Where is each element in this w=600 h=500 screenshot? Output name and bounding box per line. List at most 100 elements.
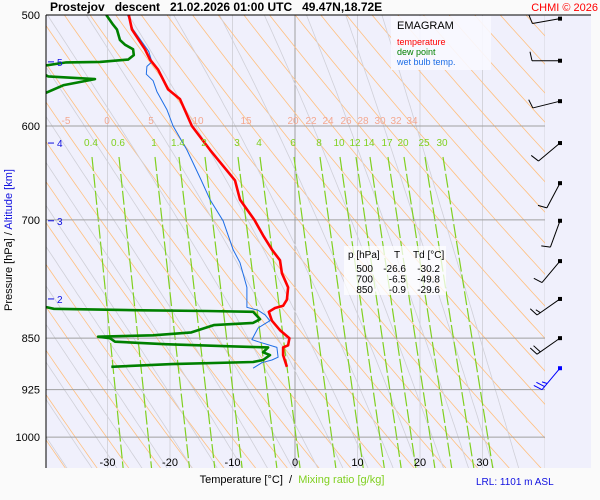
adiabat-label: 22 xyxy=(305,116,317,127)
moist-adiabat-line xyxy=(46,245,193,468)
dry-adiabat-line xyxy=(371,15,545,213)
plot-background xyxy=(46,15,591,468)
dry-adiabat-line xyxy=(320,15,545,275)
mixing-ratio-line xyxy=(154,156,191,468)
adiabat-label: 32 xyxy=(390,116,402,127)
dry-adiabat-line xyxy=(46,181,257,468)
wind-barb-staff xyxy=(536,337,561,355)
y-label-sep: / xyxy=(3,231,15,235)
mixing-ratio-line xyxy=(259,156,301,468)
legend-title: EMAGRAM xyxy=(397,20,454,32)
mixing-ratio-label: 17 xyxy=(381,138,393,149)
wind-barb-feather xyxy=(533,345,541,353)
summary-table: p [hPa] T Td [°C] 500 -26.6 -30.2 700 -6.5 -4… xyxy=(344,246,446,296)
mixing-ratio-label: 30 xyxy=(436,138,448,149)
wind-barbs xyxy=(528,14,562,391)
mixing-ratio-label: 4 xyxy=(256,138,262,149)
dry-adiabat-line xyxy=(46,24,383,468)
temperature-tick-label: 30 xyxy=(476,457,488,469)
mixing-ratio-line xyxy=(442,156,494,468)
temperature-tick-label: 20 xyxy=(414,457,426,469)
mixing-ratio-label: 0.4 xyxy=(84,138,98,149)
wind-barb-feather xyxy=(530,155,539,162)
dry-adiabat-line xyxy=(115,15,479,468)
dry-adiabat-line xyxy=(294,15,545,307)
mixing-ratio-label: 14 xyxy=(363,138,375,149)
temperature-tick-label: -10 xyxy=(225,457,241,469)
moist-adiabat-line xyxy=(47,15,319,468)
wind-barb xyxy=(528,14,562,24)
x-label-mixing: Mixing ratio [g/kg] xyxy=(298,474,384,486)
wind-barb xyxy=(529,296,562,316)
profiles xyxy=(46,15,291,369)
moist-adiabat-line xyxy=(46,115,268,468)
table-cell: -0.9 xyxy=(389,285,407,296)
mixing-ratio-line xyxy=(319,156,364,468)
wind-barb-staff xyxy=(532,100,561,109)
wind-barb-feather xyxy=(533,277,543,284)
mixing-ratio-label: 0.6 xyxy=(111,138,125,149)
moist-adiabat-line xyxy=(46,66,293,468)
altitude-tick-labels: 5 4 3 2 xyxy=(48,58,63,306)
wind-barb-feather xyxy=(529,308,538,316)
dry-adiabat-line xyxy=(89,15,447,468)
mixing-ratio-line xyxy=(118,156,153,468)
moist-adiabat-line xyxy=(128,15,369,468)
copyright: CHMI © 2026 xyxy=(531,2,598,14)
wet-bulb-line xyxy=(127,15,279,369)
dry-adiabat-line xyxy=(346,15,545,244)
y-label-altitude: Altitude [km] xyxy=(3,169,15,230)
mixing-ratio-line xyxy=(178,156,216,468)
chart-title: Prostejov descent 21.02.2026 01:00 UTC 4… xyxy=(50,0,382,14)
wind-barb xyxy=(529,51,562,63)
temperature-tick-label: -20 xyxy=(162,457,178,469)
wind-barb-station xyxy=(558,336,562,341)
dry-adiabat-line xyxy=(46,306,161,468)
mixing-ratio-label: 25 xyxy=(418,138,430,149)
wind-barb xyxy=(537,181,562,209)
table-header-t: T xyxy=(394,250,400,261)
pressure-tick-label: 850 xyxy=(22,333,40,345)
mixing-ratio-label: 12 xyxy=(349,138,361,149)
dry-adiabat-line xyxy=(243,15,545,372)
pressure-tick-label: 1000 xyxy=(16,432,40,444)
wind-barb-station xyxy=(558,99,562,104)
mixing-ratio-line xyxy=(293,156,337,468)
mixing-ratio-label: 20 xyxy=(397,138,409,149)
mixing-ratio-label: 6 xyxy=(290,138,296,149)
wind-barb-feather xyxy=(528,14,533,24)
wind-barb-staff xyxy=(541,260,561,283)
legend-dew-point: dew point xyxy=(397,47,436,57)
adiabat-label: 26 xyxy=(340,116,352,127)
adiabat-label: -5 xyxy=(62,116,71,127)
wind-barb-station xyxy=(558,218,562,223)
wind-barb xyxy=(530,141,562,162)
adiabat-label: 34 xyxy=(406,116,418,127)
temperature-tick-label: 10 xyxy=(351,457,363,469)
wind-barb xyxy=(528,99,562,109)
dry-adiabat-line xyxy=(422,15,545,153)
legend-wet-bulb: wet bulb temp. xyxy=(396,57,456,67)
mixing-ratio-line xyxy=(424,156,475,468)
wind-barb-feather xyxy=(537,204,547,209)
temperature-tick-labels: -30 -20 -10 0 10 20 30 xyxy=(100,457,489,469)
altitude-tick-label: 4 xyxy=(57,139,63,150)
table-cell: -6.5 xyxy=(389,275,407,286)
altitude-tick-label: 3 xyxy=(57,217,63,228)
wind-barb-feather xyxy=(536,381,545,388)
altitude-tick-label: 5 xyxy=(57,58,63,69)
wind-barb-feather xyxy=(529,347,538,355)
dry-adiabat-line xyxy=(46,349,130,468)
adiabat-label: 10 xyxy=(192,116,204,127)
mixing-ratio-line xyxy=(237,156,278,468)
dry-adiabat-line xyxy=(46,62,352,468)
wind-barb xyxy=(529,336,562,355)
table-cell: -49.8 xyxy=(417,275,440,286)
pressure-gridlines xyxy=(46,125,545,438)
legend: EMAGRAM temperature dew point wet bulb t… xyxy=(391,16,491,70)
mixing-ratio-line xyxy=(369,156,417,468)
wind-barb-station xyxy=(558,259,562,264)
temperature-tick-label: -30 xyxy=(100,457,116,469)
wind-barb-staff xyxy=(549,220,561,248)
